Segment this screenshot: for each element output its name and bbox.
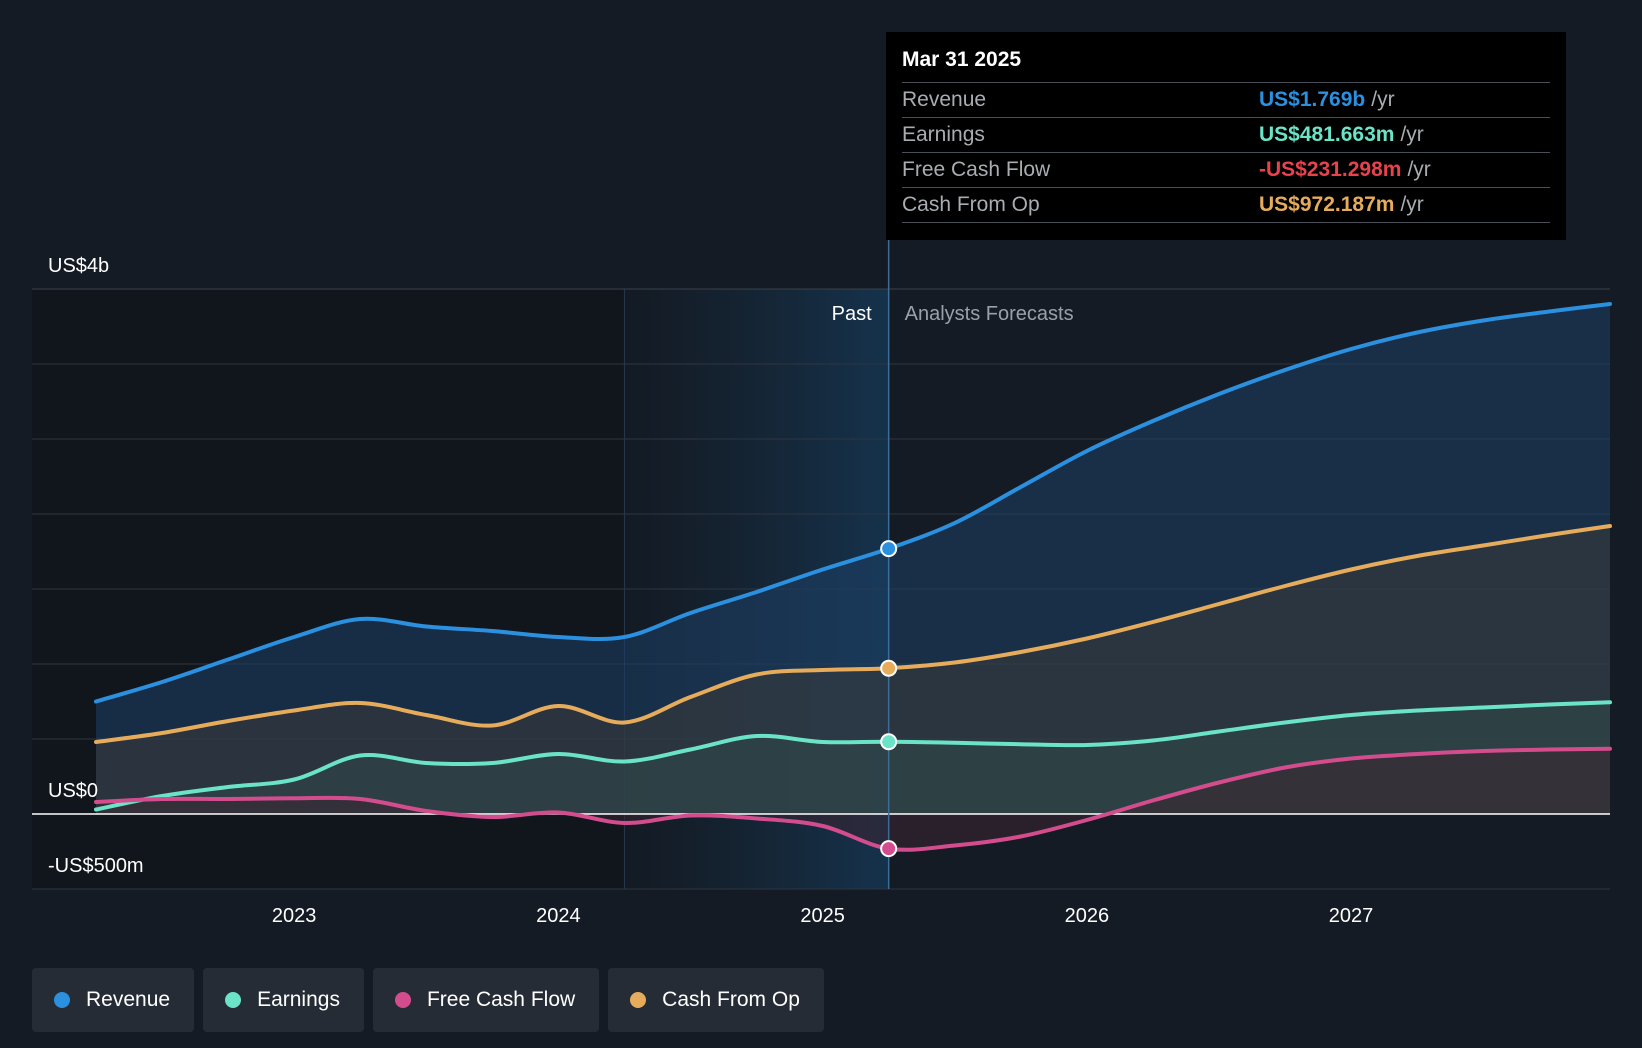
- revenue-line: [94, 302, 1612, 704]
- legend-dot-icon: [225, 992, 242, 1008]
- y-axis-bottom-label: -US$500m: [48, 855, 144, 877]
- x-tick-label: 2025: [800, 905, 845, 927]
- revenue-marker: [880, 540, 898, 558]
- cash-from-op-line: [94, 524, 1612, 744]
- legend-label: Earnings: [257, 988, 340, 1011]
- y-axis-zero-label: US$0: [48, 780, 98, 802]
- legend-dot-icon: [394, 992, 411, 1008]
- tooltip-row-label: Earnings: [902, 123, 985, 146]
- x-tick-label: 2026: [1065, 905, 1110, 927]
- legend: Revenue Earnings Free Cash Flow Cash Fro…: [32, 968, 824, 1032]
- free-cash-flow-area: [96, 748, 1610, 850]
- legend-item-earnings[interactable]: Earnings: [203, 968, 364, 1032]
- earnings-line: [94, 700, 1612, 812]
- y-axis-top-label: US$4b: [48, 255, 109, 277]
- legend-label: Free Cash Flow: [426, 988, 576, 1011]
- cash-from-op-marker: [880, 659, 898, 677]
- legend-item-revenue[interactable]: Revenue: [32, 968, 195, 1032]
- chart-area: US$4b US$0 -US$500m Past Analysts Foreca…: [32, 240, 1612, 927]
- legend-label: Cash From Op: [662, 988, 800, 1011]
- hover-markers: [880, 540, 898, 858]
- tooltip-row-value: US$481.663m: [1259, 123, 1395, 146]
- tooltip-row-label: Cash From Op: [902, 193, 1040, 216]
- tooltip-row-free-cash-flow: Free Cash Flow -US$231.298m /yr: [902, 152, 1550, 187]
- tooltip-row-value: -US$231.298m: [1259, 158, 1402, 181]
- legend-dot-icon: [630, 992, 647, 1008]
- tooltip-date: Mar 31 2025: [902, 48, 1022, 71]
- series-lines: [94, 302, 1612, 852]
- tooltip-row-cash-from-op: Cash From Op US$972.187m /yr: [902, 187, 1550, 223]
- legend-dot-icon: [54, 992, 70, 1008]
- tooltip-row-value: US$972.187m: [1259, 193, 1395, 216]
- free-cash-flow-line: [94, 746, 1612, 852]
- tooltip-row-unit: /yr: [1400, 123, 1424, 146]
- free-cash-flow-marker: [880, 840, 898, 858]
- legend-item-cash-from-op[interactable]: Cash From Op: [608, 968, 824, 1032]
- tooltip-row-unit: /yr: [1407, 158, 1431, 181]
- x-axis-ticks: 2023 2024 2025 2026 2027: [272, 905, 1373, 927]
- earnings-marker: [880, 733, 898, 751]
- tooltip: Mar 31 2025 Revenue US$1.769b /yr Earnin…: [886, 32, 1566, 240]
- legend-item-free-cash-flow[interactable]: Free Cash Flow: [372, 968, 600, 1032]
- tooltip-row-unit: /yr: [1371, 88, 1395, 111]
- x-tick-label: 2023: [272, 905, 317, 927]
- tooltip-row-label: Revenue: [902, 88, 987, 111]
- forecast-label: Analysts Forecasts: [905, 303, 1074, 325]
- tooltip-row-value: US$1.769b: [1259, 88, 1366, 111]
- x-tick-label: 2024: [536, 905, 581, 927]
- tooltip-row-unit: /yr: [1400, 193, 1424, 216]
- tooltip-row-revenue: Revenue US$1.769b /yr: [902, 82, 1550, 117]
- tooltip-row-label: Free Cash Flow: [902, 158, 1051, 181]
- past-label: Past: [832, 303, 872, 325]
- tooltip-row-earnings: Earnings US$481.663m /yr: [902, 117, 1550, 152]
- x-tick-label: 2027: [1329, 905, 1374, 927]
- legend-label: Revenue: [86, 988, 171, 1011]
